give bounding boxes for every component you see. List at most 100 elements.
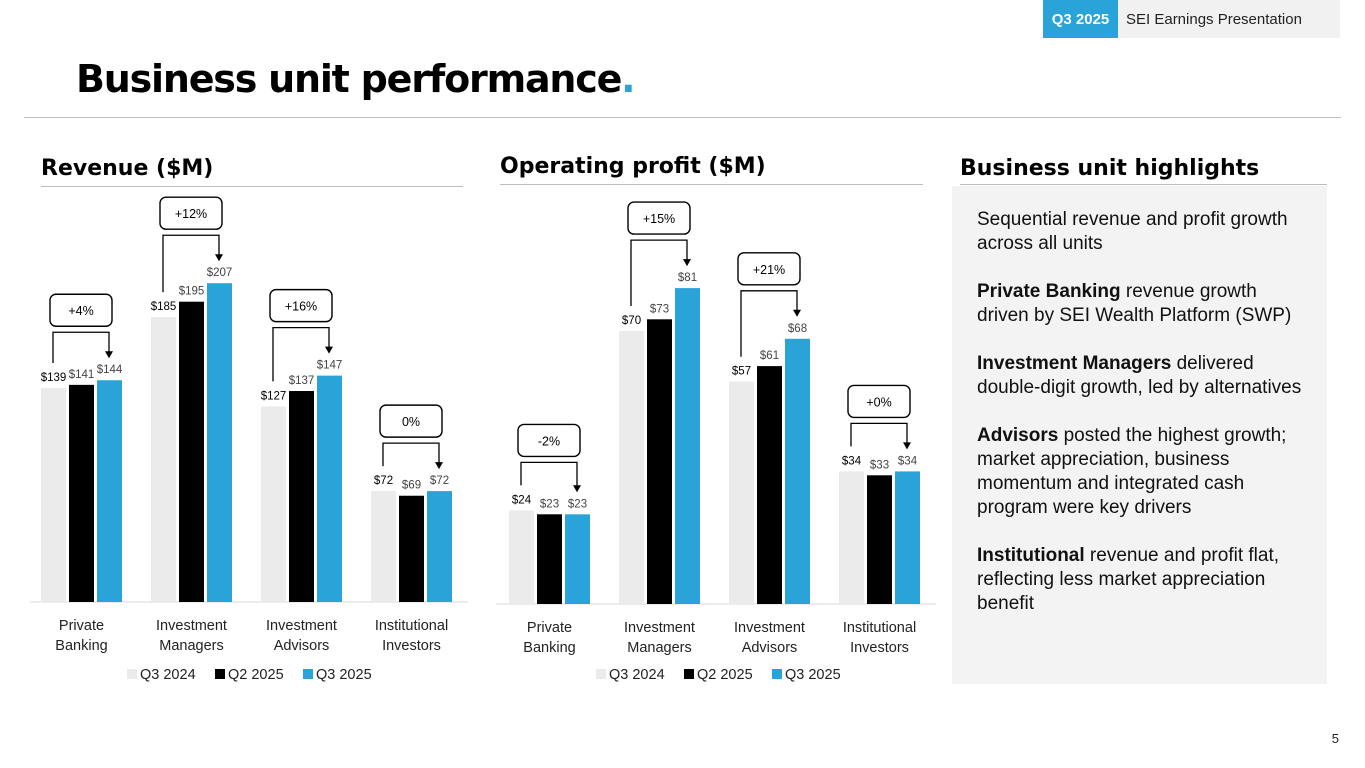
growth-annotation-box — [737, 252, 801, 286]
data-label: $185 — [151, 301, 177, 313]
data-label: $141 — [69, 369, 95, 381]
data-label: $70 — [622, 315, 641, 327]
growth-bracket — [850, 422, 908, 447]
highlight-bold: Advisors — [977, 425, 1059, 446]
highlight-item: Investment Managers delivered double-dig… — [977, 352, 1309, 400]
bar — [537, 514, 562, 604]
growth-annotation-label: +0% — [866, 395, 891, 409]
revenue-title-rule — [41, 186, 463, 187]
legend-swatch — [127, 669, 137, 679]
data-label: $23 — [568, 498, 587, 510]
legend-label: Q3 2025 — [316, 667, 372, 683]
x-tick-label: Advisors — [274, 638, 330, 654]
growth-annotation-label: +16% — [285, 300, 317, 314]
growth-arrow — [435, 462, 443, 470]
x-tick-label: Investment — [156, 618, 227, 634]
highlights-title: Business unit highlights — [960, 156, 1260, 181]
data-label: $81 — [678, 272, 697, 284]
data-label: $144 — [97, 364, 123, 376]
legend-label: Q3 2024 — [609, 667, 665, 683]
x-tick-label: Advisors — [742, 640, 798, 656]
highlight-text: posted the highest growth; market apprec… — [977, 425, 1287, 518]
growth-arrow — [325, 346, 333, 354]
x-tick-label: Investment — [734, 620, 805, 636]
data-label: $23 — [540, 498, 559, 510]
badge-quarter: Q3 2025 — [1043, 0, 1118, 38]
bar — [565, 514, 590, 604]
growth-annotation-label: +15% — [643, 212, 675, 226]
bar — [839, 471, 864, 604]
growth-arrow — [215, 254, 223, 262]
profit-title-rule — [500, 184, 923, 185]
highlight-text: delivered double-digit growth, led by al… — [977, 353, 1302, 398]
growth-arrow — [793, 309, 801, 317]
bar — [41, 387, 66, 602]
bar — [619, 331, 644, 604]
page-title: Business unit performance. — [76, 57, 636, 101]
bar — [647, 319, 672, 604]
badge-title: SEI Earnings Presentation — [1118, 0, 1340, 38]
data-label: $61 — [760, 350, 779, 362]
bar — [509, 510, 534, 604]
data-label: $33 — [870, 459, 889, 471]
x-tick-label: Investment — [266, 618, 337, 634]
highlight-text: revenue growth driven by SEI Wealth Plat… — [977, 281, 1292, 326]
x-tick-label: Institutional — [375, 618, 448, 634]
legend-swatch — [684, 669, 694, 679]
x-tick-label: Banking — [523, 640, 575, 656]
growth-annotation-box — [517, 423, 581, 458]
growth-bracket — [630, 239, 688, 306]
x-tick-label: Managers — [627, 640, 691, 656]
highlight-bold: Private Banking — [977, 281, 1121, 302]
growth-bracket — [272, 326, 330, 382]
x-tick-label: Private — [527, 620, 572, 636]
bar — [289, 391, 314, 602]
legend-swatch — [303, 669, 313, 679]
data-label: $57 — [732, 366, 751, 378]
highlight-text: Sequential revenue and profit growth acr… — [977, 209, 1288, 254]
growth-bracket — [52, 331, 110, 363]
growth-annotation-box — [159, 196, 223, 230]
bar — [69, 384, 94, 602]
highlights-panel: Sequential revenue and profit growth acr… — [952, 186, 1327, 684]
highlight-bold: Institutional — [977, 545, 1085, 566]
growth-annotation-label: 0% — [402, 415, 420, 429]
highlight-item: Institutional revenue and profit flat, r… — [977, 544, 1309, 616]
bar — [97, 380, 122, 602]
data-label: $139 — [41, 372, 67, 384]
data-label: $72 — [374, 475, 393, 487]
x-tick-label: Private — [59, 618, 104, 634]
highlight-text: revenue and profit flat, reflecting less… — [977, 545, 1279, 614]
growth-annotation-box — [847, 384, 911, 419]
bar — [317, 375, 342, 602]
header-badge: Q3 2025 SEI Earnings Presentation — [1043, 0, 1340, 38]
growth-annotation-box — [379, 404, 443, 438]
highlight-bold: Investment Managers — [977, 353, 1172, 374]
x-tick-label: Institutional — [843, 620, 916, 636]
bar — [729, 381, 754, 604]
growth-annotation-label: -2% — [538, 434, 560, 448]
growth-annotation-label: +12% — [175, 207, 207, 221]
bar — [785, 338, 810, 604]
legend-swatch — [215, 669, 225, 679]
highlight-item: Advisors posted the highest growth; mark… — [977, 424, 1309, 520]
growth-arrow — [903, 442, 911, 450]
legend-swatch — [772, 669, 782, 679]
growth-bracket — [520, 461, 578, 487]
bar — [867, 475, 892, 604]
growth-bracket — [382, 442, 440, 467]
data-label: $34 — [842, 455, 862, 467]
data-label: $72 — [430, 475, 449, 487]
legend-swatch — [596, 669, 606, 679]
data-label: $195 — [179, 286, 205, 298]
data-label: $34 — [898, 455, 918, 467]
bar — [427, 491, 452, 602]
data-label: $127 — [261, 390, 287, 402]
data-label: $207 — [207, 267, 233, 279]
data-label: $69 — [402, 480, 421, 492]
data-label: $137 — [289, 375, 315, 387]
bar — [895, 471, 920, 604]
x-tick-label: Investment — [624, 620, 695, 636]
growth-bracket — [162, 234, 220, 293]
